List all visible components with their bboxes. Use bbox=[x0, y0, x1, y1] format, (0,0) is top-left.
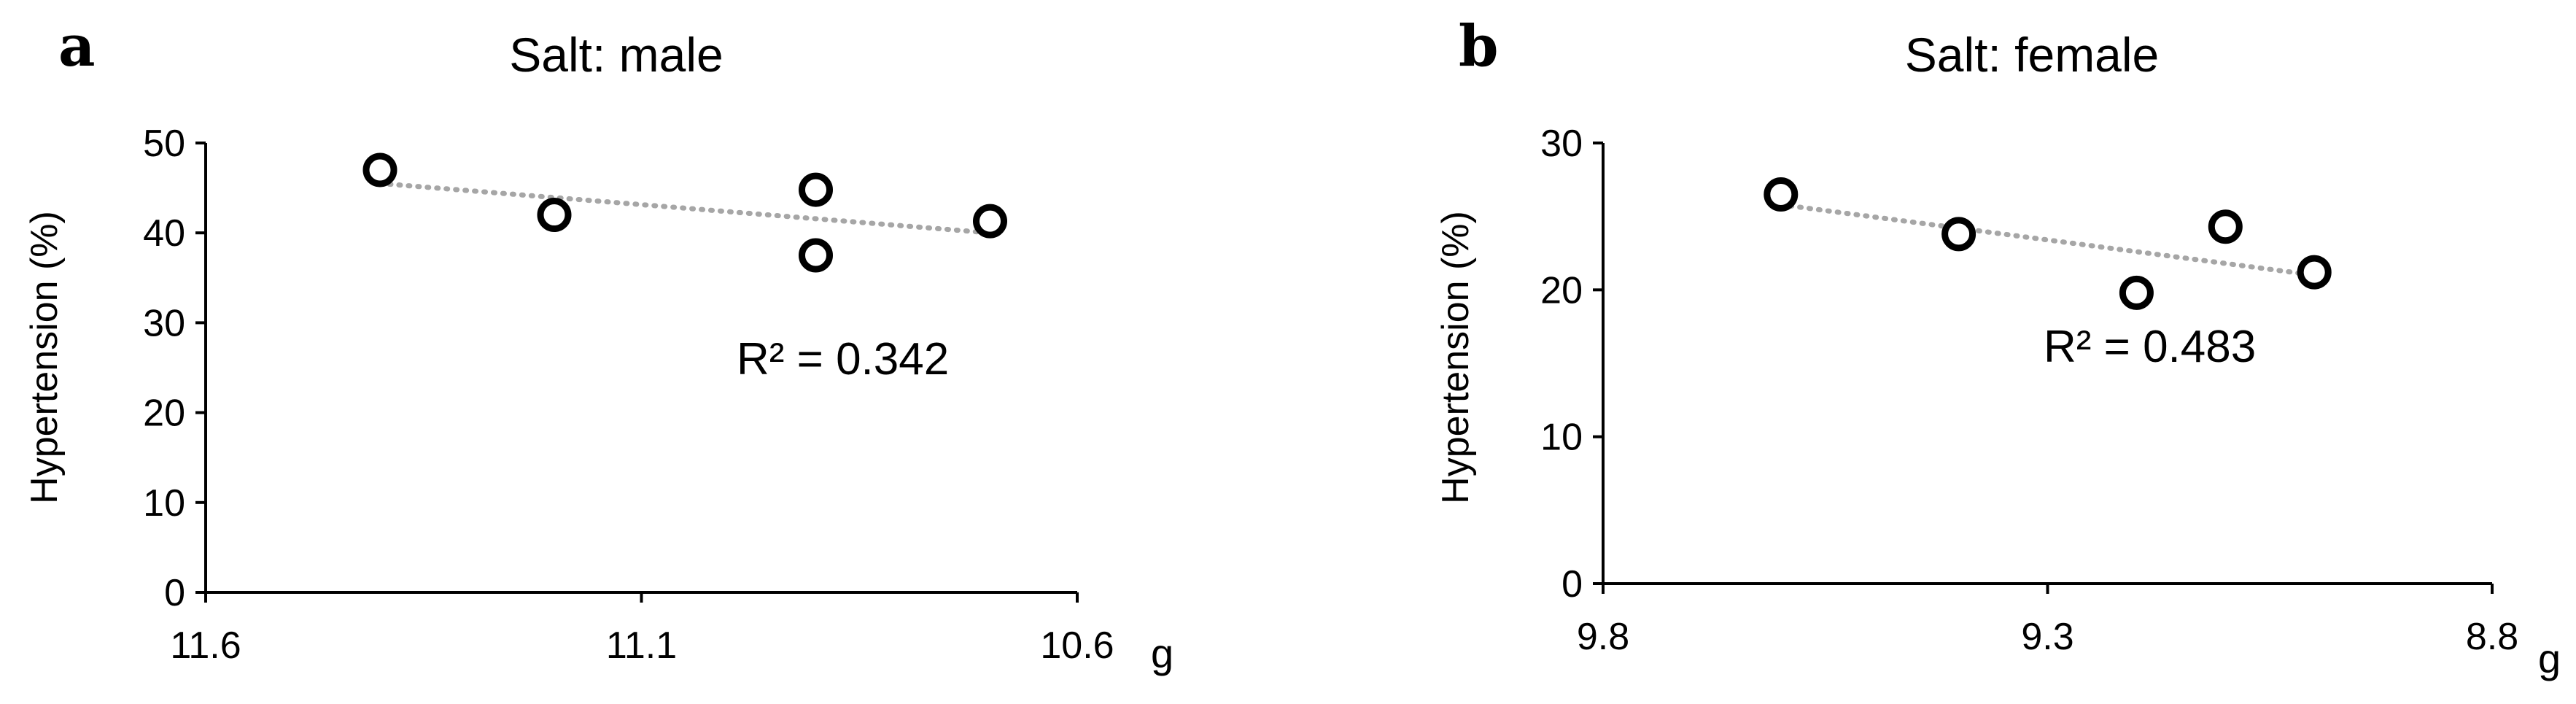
panel-b-letter: b bbox=[1459, 13, 1499, 80]
panel-a-x-unit: g bbox=[1151, 630, 1173, 676]
panel-a-trendline bbox=[377, 180, 993, 236]
panel-b: b Salt: female Hypertension (%) g R² = 0… bbox=[1435, 13, 2561, 681]
panel-b-y-tick-label: 20 bbox=[1540, 269, 1583, 312]
panel-a-x-tick-label: 11.6 bbox=[170, 624, 241, 667]
panel-b-x-tick-label: 9.3 bbox=[2021, 616, 2073, 658]
panel-a-y-tick-label: 50 bbox=[143, 123, 185, 165]
panel-b-y-tick-label: 10 bbox=[1540, 417, 1583, 459]
panel-a-data-point bbox=[973, 204, 1007, 239]
panel-a-title: Salt: male bbox=[509, 28, 723, 82]
panel-a-data-point bbox=[799, 172, 833, 207]
panel-a-plot: 0 10 20 30 40 50 11.6 11.1 10.6 bbox=[143, 123, 1114, 667]
panel-b-x-unit: g bbox=[2538, 635, 2561, 681]
panel-b-y-tick-label: 0 bbox=[1561, 563, 1583, 606]
panel-b-plot: 0 10 20 30 9.8 9.3 8.8 bbox=[1540, 123, 2518, 658]
panel-a-r-squared: R² = 0.342 bbox=[737, 334, 949, 384]
panel-b-trendline bbox=[1778, 202, 2317, 278]
panel-a-y-axis-label: Hypertension (%) bbox=[23, 211, 66, 504]
panel-b-x-tick-label: 8.8 bbox=[2466, 616, 2518, 658]
panel-a-y-tick-label: 30 bbox=[143, 302, 185, 344]
panel-a-data-point bbox=[362, 152, 397, 187]
panel-a-data-point bbox=[537, 198, 572, 233]
panel-a-y-tick-label: 20 bbox=[143, 392, 185, 435]
panel-b-data-point bbox=[2297, 255, 2332, 290]
panel-a-y-tick-label: 40 bbox=[143, 212, 185, 255]
panel-a-x-tick-label: 11.1 bbox=[606, 624, 677, 667]
panel-b-r-squared: R² = 0.483 bbox=[2044, 322, 2256, 372]
panel-a-letter: a bbox=[58, 13, 96, 80]
panel-b-data-point bbox=[2119, 275, 2154, 310]
panel-b-data-point bbox=[1764, 177, 1799, 212]
panel-a-y-tick-label: 10 bbox=[143, 482, 185, 525]
panel-a-data-point bbox=[799, 238, 833, 273]
panel-a-y-tick-label: 0 bbox=[164, 572, 185, 614]
panel-b-data-point bbox=[1941, 217, 1976, 252]
panel-b-title: Salt: female bbox=[1905, 28, 2160, 82]
panel-b-data-point bbox=[2208, 209, 2243, 244]
panel-b-y-tick-label: 30 bbox=[1540, 123, 1583, 165]
panel-a-x-tick-label: 10.6 bbox=[1040, 624, 1114, 667]
panel-a: a Salt: male Hypertension (%) g R² = 0.3… bbox=[23, 13, 1173, 676]
panel-b-x-tick-label: 9.8 bbox=[1577, 616, 1629, 658]
panel-b-y-axis-label: Hypertension (%) bbox=[1435, 211, 1477, 504]
